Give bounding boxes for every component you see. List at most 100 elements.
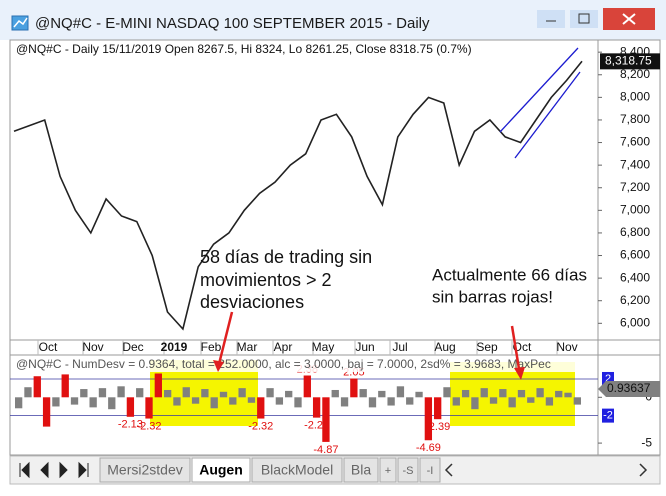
histogram-bar [527,397,535,403]
tab[interactable] [419,457,441,483]
histogram-bar [145,397,153,419]
tab[interactable] [99,457,191,483]
band-label-box [602,408,614,423]
tab-label[interactable]: -I [427,465,434,477]
annotation-arrow [216,311,234,369]
histogram-bar [80,389,88,398]
histogram-bar [536,388,544,398]
scroll-left[interactable] [444,463,453,477]
tab-label[interactable]: + [385,465,391,477]
histogram-bar [331,389,339,398]
histogram-bar [387,397,395,406]
histogram-bar [555,390,563,398]
histogram-bar [24,387,32,398]
histogram-bar [219,391,228,398]
histogram-bar [489,397,498,404]
month-label: 2019 [161,340,188,354]
histogram-bar [89,397,97,408]
band-label: -2 [603,410,613,422]
histogram-bar [33,376,41,398]
annotation-arrowhead [514,367,525,380]
tab[interactable] [397,457,419,483]
nav-next[interactable] [59,461,68,479]
histogram-bar [434,397,442,420]
app-icon [11,15,29,31]
bar-value-label: -2.32 [248,420,273,432]
nav-prev[interactable] [40,461,49,479]
tabs: Mersi2stdev Augen BlackModel Bla + -S -I [19,457,648,483]
y-tick-label: 7,400 [620,157,650,171]
histogram-bar [266,388,274,398]
month-label: Oct [513,340,532,354]
y-tick-label: 7,800 [620,112,650,126]
month-label: Nov [556,340,577,354]
y-tick-label: 6,800 [620,225,650,239]
histogram-bar [471,397,479,410]
histogram-bar [275,397,284,405]
nav-last[interactable] [78,461,89,479]
window-title: @NQ#C - E-MINI NASDAQ 100 SEPTEMBER 2015… [35,15,430,32]
histogram-bar [378,390,386,398]
histogram-bar [126,397,135,417]
histogram-bar [322,397,330,442]
y-tick-label: 7,200 [620,180,650,194]
month-label: Mar [237,340,258,354]
y-tick-label: -5 [641,435,652,449]
minimize-button[interactable] [537,10,565,28]
histogram-bar [545,397,554,406]
pane-info: @NQ#C - Daily 15/11/2019 Open 8267.5, Hi… [16,42,472,56]
histogram-bar [15,397,23,409]
annotation-text: Actualmente 66 días [432,265,587,284]
maximize-button[interactable] [570,10,598,28]
histogram-bar [136,388,144,398]
histogram-bar [163,389,172,398]
tab-label[interactable]: Augen [199,462,243,478]
histogram-bar [350,378,358,398]
y-tick-label: 6,000 [620,315,650,329]
tab[interactable] [379,457,397,483]
bar-value-label: -4.87 [313,444,338,456]
histogram-bar [396,386,405,398]
bar-value-label: -4.69 [416,442,441,454]
tab[interactable] [343,457,379,483]
tab-label[interactable]: Mersi2stdev [107,462,182,478]
maximize-glyph [578,13,590,24]
bar-value-label: -2.13 [118,419,143,431]
histogram-bar [42,397,51,427]
y-tick-label: 6,200 [620,293,650,307]
histogram-bar [303,375,311,398]
histogram-bar [461,389,470,398]
histogram-bar [573,397,581,405]
bar-value-label: -2.39 [425,421,450,433]
price-pane: @NQ#C - Daily 15/11/2019 Open 8267.5, Hi… [13,42,660,355]
histogram-bar [173,397,181,406]
histogram-bar [285,390,293,398]
close-glyph [622,13,636,25]
histogram-bar [108,397,116,410]
scroll-right[interactable] [639,463,648,477]
tab[interactable] [251,457,343,483]
histogram-bar [499,389,507,398]
histogram-bar [201,389,209,398]
histogram-bar [452,397,460,406]
last-price-box [600,53,660,70]
histogram-bar [340,397,349,407]
histogram-bar [70,397,79,405]
histogram-bar [154,373,162,398]
histogram-bar [508,397,516,408]
channel-line [514,71,581,159]
tab-label[interactable]: Bla [351,462,371,478]
histogram-bar [368,397,377,408]
tab-label[interactable]: BlackModel [261,462,333,478]
histogram-bar [517,389,526,398]
info-background [11,357,597,372]
annotation-arrowhead [213,360,224,372]
tab[interactable] [191,457,251,483]
band-label: 2 [605,373,611,385]
histogram-bar [191,397,200,404]
nav-first[interactable] [19,461,30,479]
tab-label[interactable]: -S [403,465,414,477]
histogram-bar [294,397,302,408]
bar-value-label: -2.32 [136,420,161,432]
